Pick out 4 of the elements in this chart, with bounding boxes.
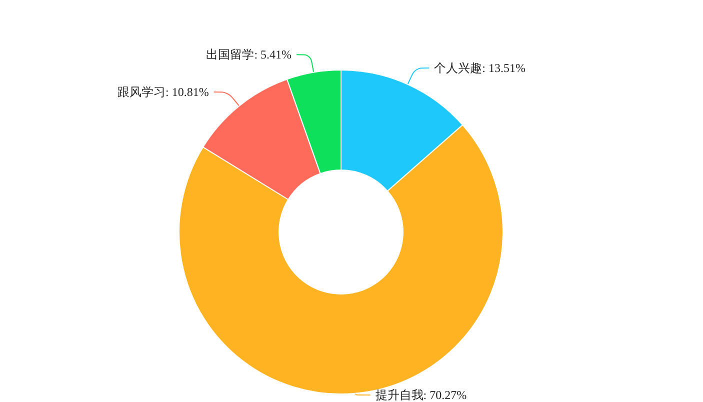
slice-label: 提升自我: 70.27% (375, 388, 467, 402)
slice-label: 个人兴趣: 13.51% (434, 60, 526, 75)
slice-label: 出国留学: 5.41% (206, 48, 292, 62)
slice-label: 跟风学习: 10.81% (118, 84, 209, 99)
